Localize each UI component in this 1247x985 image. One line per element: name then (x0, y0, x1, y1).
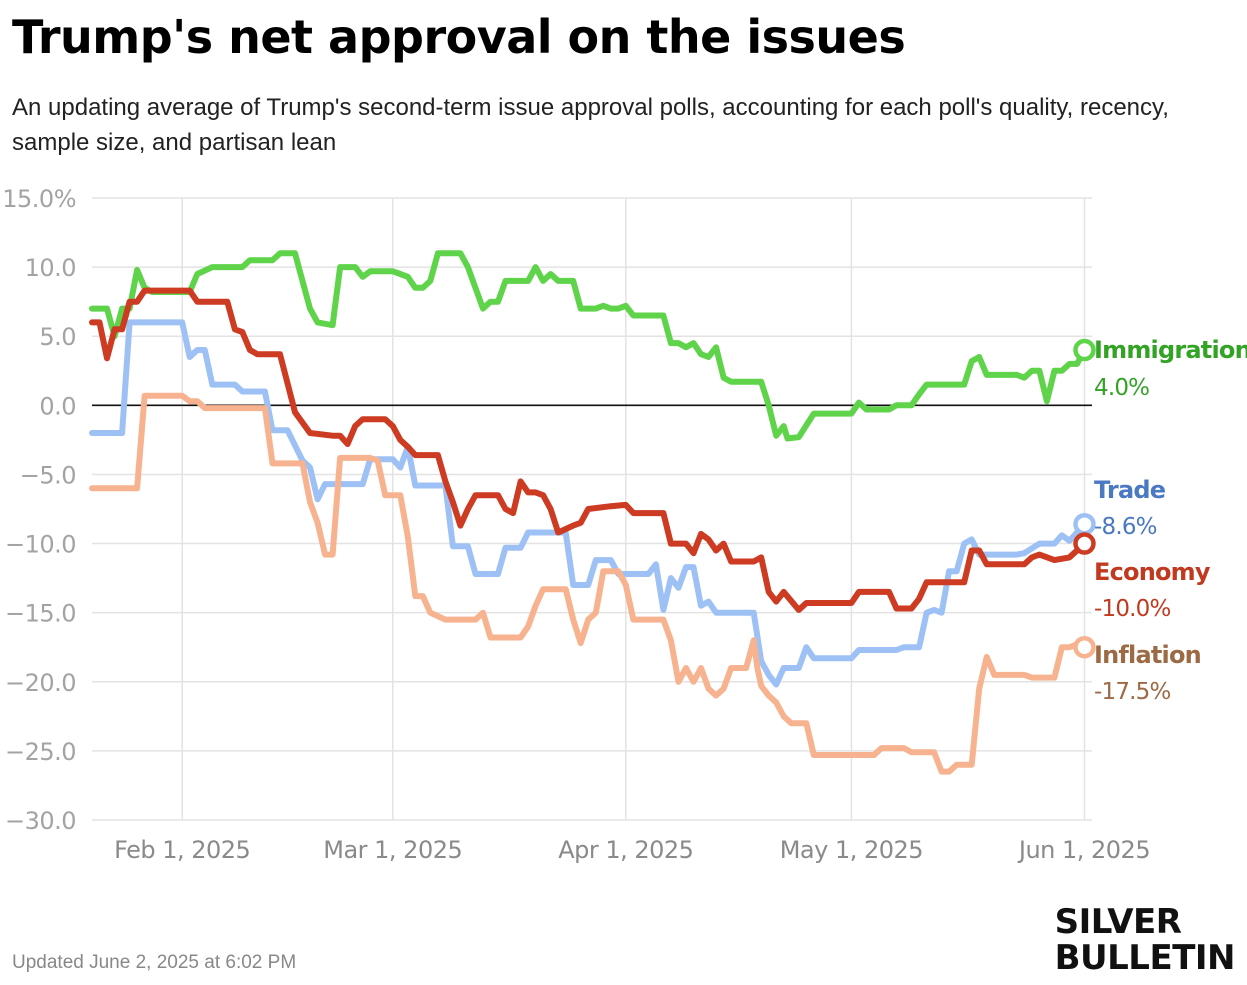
immigration-series-line (89, 250, 1088, 442)
inflation-series-name: Inflation (1094, 641, 1201, 669)
y-tick-label: −10.0 (5, 531, 76, 559)
inflation-series-line (89, 392, 1088, 775)
page-title: Trump's net approval on the issues (12, 10, 906, 64)
silver-bulletin-logo: SILVER BULLETIN (1054, 902, 1236, 978)
trade-series-name: Trade (1094, 476, 1166, 504)
y-tick-label: −25.0 (5, 738, 76, 766)
trade-series-line (89, 319, 1088, 688)
y-tick-label: −20.0 (5, 669, 76, 697)
trade-end-marker (1073, 512, 1096, 536)
y-tick-label: −5.0 (20, 461, 76, 489)
inflation-end-marker (1073, 635, 1096, 659)
x-tick-label: Apr 1, 2025 (558, 836, 693, 864)
trade-end-value: -8.6% (1094, 514, 1157, 540)
grid-lines (92, 197, 1092, 821)
updated-timestamp: Updated June 2, 2025 at 6:02 PM (12, 952, 297, 973)
x-axis-tick-labels: Feb 1, 2025 Mar 1, 2025 Apr 1, 2025 May 1, … (114, 836, 1150, 864)
series-end-labels: Immigration 4.0% Trade -8.6% Economy -10.0% In… (1094, 336, 1247, 705)
x-tick-label: May 1, 2025 (780, 836, 923, 864)
immigration-end-value: 4.0% (1094, 375, 1149, 401)
immigration-end-marker (1073, 338, 1096, 362)
economy-series-name: Economy (1094, 558, 1211, 586)
x-tick-label: Mar 1, 2025 (323, 836, 462, 864)
series-lines (89, 250, 1096, 775)
economy-end-marker (1073, 532, 1096, 555)
economy-series-line (89, 287, 1088, 613)
y-tick-label: 0.0 (39, 392, 76, 420)
y-tick-label: 5.0 (39, 323, 76, 351)
x-tick-label: Feb 1, 2025 (114, 836, 250, 864)
x-tick-label: Jun 1, 2025 (1017, 836, 1150, 864)
page-subtitle: An updating average of Trump's second-te… (12, 94, 1169, 156)
y-tick-label: −30.0 (5, 807, 76, 835)
y-tick-label: 15.0% (2, 185, 76, 213)
logo-line-2: BULLETIN (1054, 938, 1236, 978)
y-tick-label: 10.0 (25, 254, 76, 282)
y-tick-label: −15.0 (5, 600, 76, 628)
line-chart: 15.0% 10.0 5.0 0.0 −5.0 −10.0 −15.0 −20.0 −25.0 −… (2, 185, 1247, 864)
inflation-end-value: -17.5% (1094, 679, 1171, 705)
logo-line-1: SILVER (1054, 902, 1182, 942)
y-axis-tick-labels: 15.0% 10.0 5.0 0.0 −5.0 −10.0 −15.0 −20.0 −25.0 −… (2, 185, 76, 835)
economy-end-value: -10.0% (1094, 596, 1171, 622)
immigration-series-name: Immigration (1094, 336, 1247, 364)
